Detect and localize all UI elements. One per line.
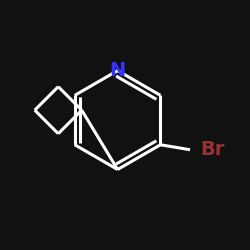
Text: Br: Br [200,140,224,159]
Text: N: N [110,61,126,80]
